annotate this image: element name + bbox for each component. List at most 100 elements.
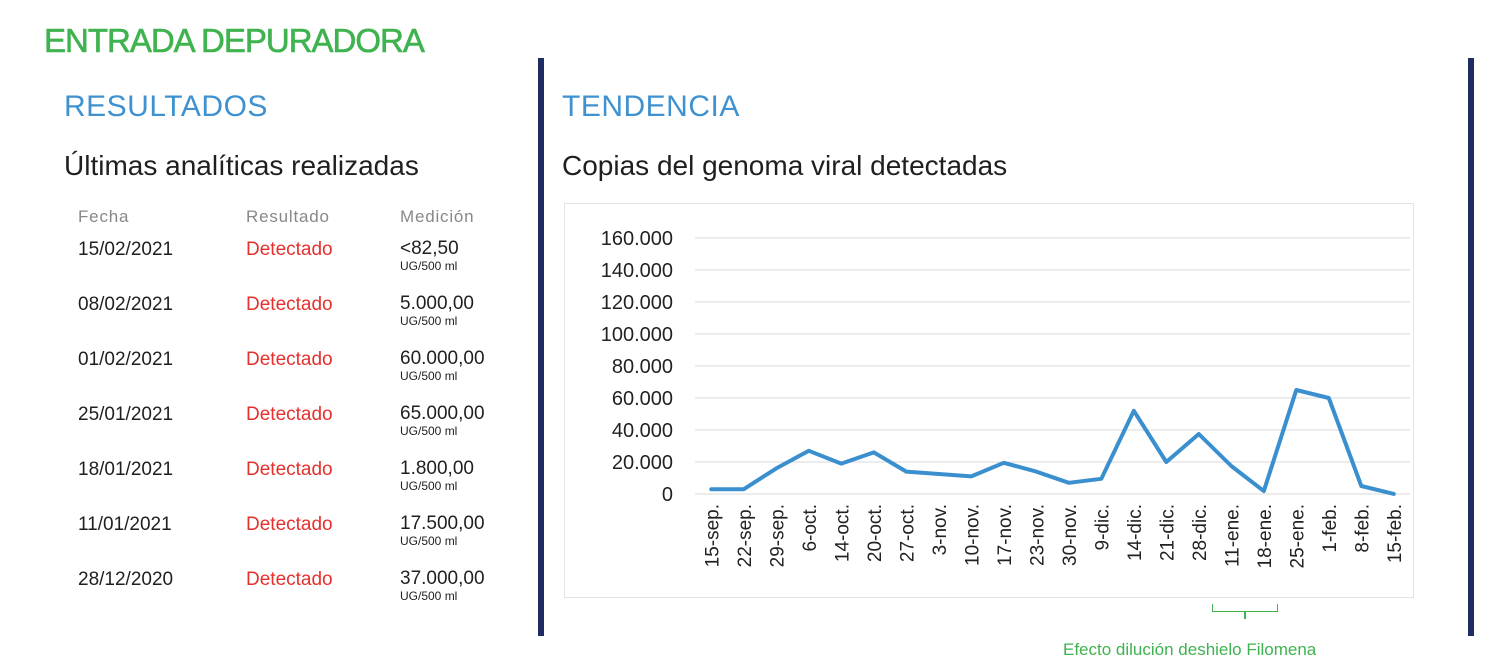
x-tick-label: 18-ene. [1255,504,1276,568]
row-value: 37.000,00 [400,568,485,589]
chart-title: Copias del genoma viral detectadas [562,150,1008,181]
right-divider [1468,58,1474,636]
data-point [1099,477,1103,481]
x-tick-label: 22-sep. [735,504,756,567]
header-medicion: Medición [400,207,475,226]
data-point [839,462,843,466]
row-value: <82,50 [400,238,459,259]
data-point [1034,470,1038,474]
row-result: Detectado [246,239,333,260]
x-tick-label: 6-oct. [800,504,821,552]
y-tick-label: 120.000 [601,292,673,314]
data-point [1294,388,1298,392]
row-result: Detectado [246,294,333,315]
table-row: 18/01/2021 Detectado 1.800,00 UG/500 ml [78,455,518,510]
row-value: 17.500,00 [400,513,485,534]
row-date: 08/02/2021 [78,294,174,315]
results-subtitle: Últimas analíticas realizadas [64,150,419,181]
table-header: Fecha Resultado Medición [78,205,518,235]
row-date: 15/02/2021 [78,239,174,260]
table-row: 28/12/2020 Detectado 37.000,00 UG/500 ml [78,565,518,620]
row-date: 18/01/2021 [78,459,174,480]
x-tick-label: 14-dic. [1125,504,1146,561]
chart-frame: 0 20.000 40.000 60.000 80.000 100.000 120.000 1… [564,203,1414,598]
row-date: 28/12/2020 [78,569,174,590]
row-date: 11/01/2021 [78,514,172,535]
x-tick-label: 23-nov. [1027,504,1048,566]
data-point [774,466,778,470]
data-point [1197,432,1201,436]
line-chart: 0 20.000 40.000 60.000 80.000 100.000 120.000 1… [601,228,1410,568]
row-result: Detectado [246,514,333,535]
row-unit: UG/500 ml [400,589,458,603]
annotation-text: Efecto dilución deshielo Filomena [1063,640,1317,659]
x-tick-label: 20-oct. [865,504,886,562]
series-line [709,388,1396,496]
header-fecha: Fecha [78,207,130,226]
header-resultado: Resultado [246,207,330,226]
row-value: 60.000,00 [400,348,485,369]
row-value: 5.000,00 [400,293,474,314]
data-point [1262,489,1266,493]
data-point [1067,481,1071,485]
table-row: 01/02/2021 Detectado 60.000,00 UG/500 ml [78,345,518,400]
x-tick-label: 29-sep. [767,504,788,567]
left-divider [538,58,544,636]
table-row: 15/02/2021 Detectado <82,50 UG/500 ml [78,235,518,290]
results-table: Fecha Resultado Medición 15/02/2021 Dete… [78,205,518,620]
y-tick-label: 100.000 [601,324,673,346]
data-point [807,449,811,453]
x-tick-label: 15-feb. [1385,504,1406,563]
y-tick-label: 60.000 [612,388,673,410]
x-tick-label: 30-nov. [1060,504,1081,566]
row-unit: UG/500 ml [400,479,458,493]
y-tick-label: 0 [662,484,673,506]
trend-section-title: TENDENCIA [562,90,740,123]
y-tick-label: 80.000 [612,356,673,378]
data-point [742,487,746,491]
y-tick-label: 160.000 [601,228,673,250]
x-tick-label: 1-feb. [1320,504,1341,553]
annotation-bracket [1212,604,1278,619]
data-point [1132,409,1136,413]
row-unit: UG/500 ml [400,424,458,438]
x-tick-label: 17-nov. [995,504,1016,566]
y-tick-label: 140.000 [601,260,673,282]
data-point [1359,484,1363,488]
data-point [1002,461,1006,465]
page-title: ENTRADA DEPURADORA [44,22,426,60]
row-unit: UG/500 ml [400,314,458,328]
data-point [937,472,941,476]
x-tick-label: 14-oct. [832,504,853,562]
data-point [1229,464,1233,468]
row-result: Detectado [246,569,333,590]
results-section-title: RESULTADOS [64,90,268,123]
row-result: Detectado [246,404,333,425]
row-date: 25/01/2021 [78,404,174,425]
data-point [872,450,876,454]
data-point [904,470,908,474]
x-tick-label: 21-dic. [1157,504,1178,561]
x-tick-label: 10-nov. [962,504,983,566]
x-tick-label: 11-ene. [1222,504,1243,567]
row-value: 1.800,00 [400,458,474,479]
x-tick-label: 28-dic. [1190,504,1211,561]
x-tick-label: 25-ene. [1287,504,1308,568]
table-row: 11/01/2021 Detectado 17.500,00 UG/500 ml [78,510,518,565]
data-point [1164,460,1168,464]
y-tick-label: 40.000 [612,420,673,442]
data-point [709,487,713,491]
row-unit: UG/500 ml [400,534,458,548]
row-unit: UG/500 ml [400,369,458,383]
x-tick-label: 9-dic. [1092,504,1113,550]
x-tick-label: 27-oct. [897,504,918,562]
row-value: 65.000,00 [400,403,485,424]
data-point [1392,492,1396,496]
x-tick-label: 3-nov. [930,504,951,555]
x-tick-label: 15-sep. [702,504,723,567]
row-result: Detectado [246,349,333,370]
row-unit: UG/500 ml [400,259,458,273]
data-point [969,474,973,478]
y-tick-label: 20.000 [612,452,673,474]
data-point [1327,396,1331,400]
